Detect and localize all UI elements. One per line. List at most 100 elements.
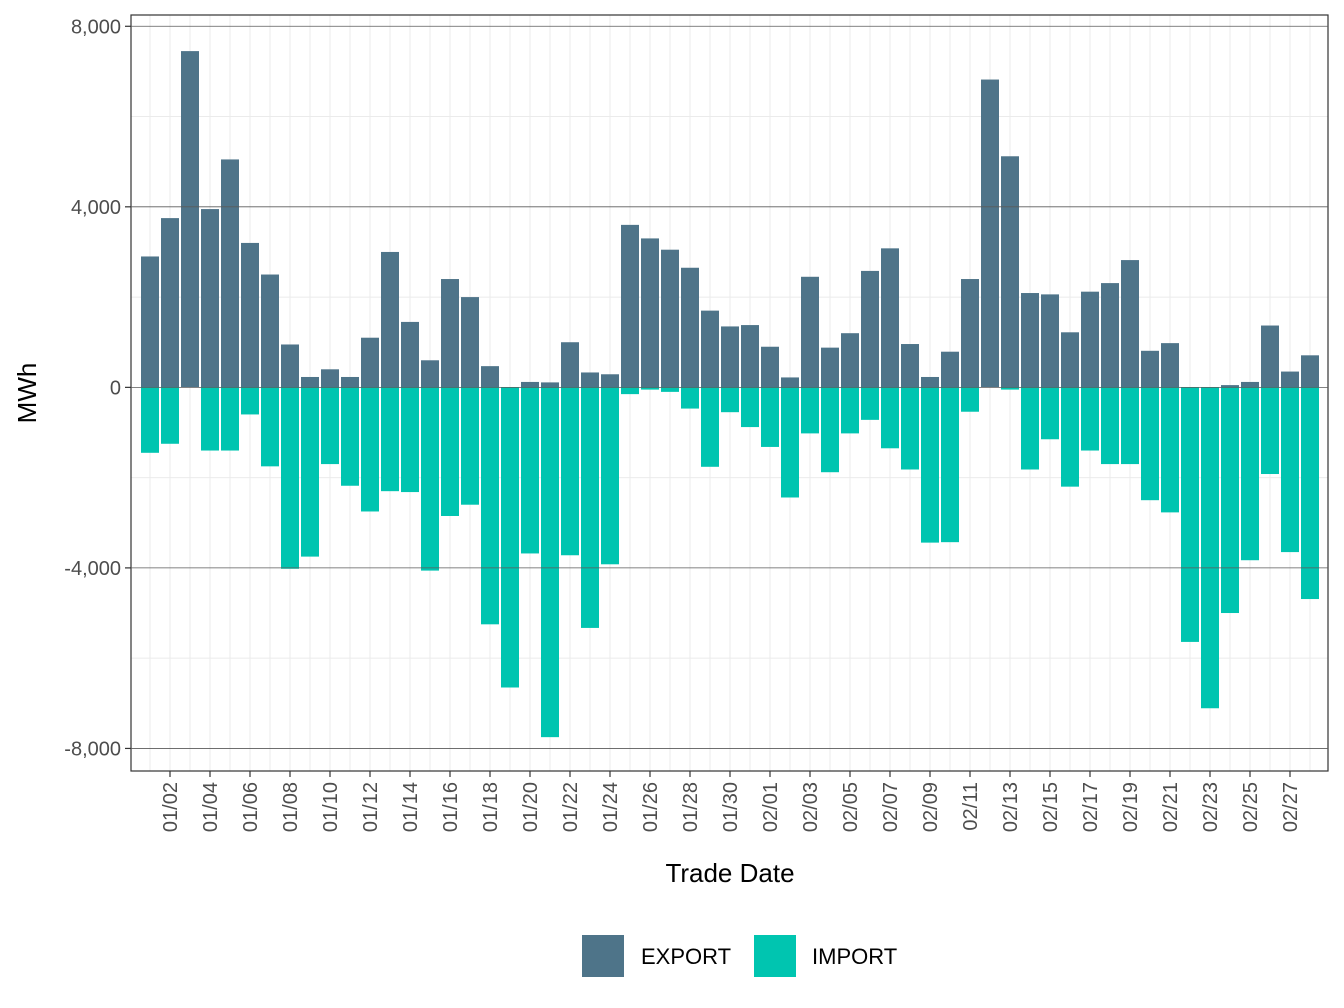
- bar-export: [661, 249, 679, 388]
- x-tick-label: 01/26: [640, 782, 662, 832]
- bar-export: [1001, 156, 1019, 388]
- x-tick-label: 01/14: [400, 782, 422, 832]
- x-tick-label: 02/25: [1240, 782, 1262, 832]
- bar-import: [701, 387, 719, 467]
- bar-import: [781, 387, 799, 498]
- x-tick-label: 02/09: [920, 782, 942, 832]
- x-tick-label: 01/24: [600, 782, 622, 832]
- bar-export: [1161, 343, 1179, 388]
- bar-import: [1181, 387, 1199, 642]
- bar-export: [641, 238, 659, 388]
- bar-import: [1021, 387, 1039, 470]
- bar-export: [1301, 355, 1319, 388]
- bar-export: [741, 325, 759, 388]
- y-tick-label: 4,000: [71, 197, 121, 219]
- bar-import: [1061, 387, 1079, 487]
- bar-import: [201, 387, 219, 451]
- bar-export: [1261, 325, 1279, 388]
- bar-export: [1241, 381, 1259, 388]
- bar-import: [841, 387, 859, 434]
- bar-export: [301, 376, 319, 388]
- bar-export: [241, 242, 259, 388]
- bar-export: [521, 381, 539, 388]
- bar-import: [801, 387, 819, 434]
- bar-export: [821, 347, 839, 388]
- bar-export: [1141, 350, 1159, 388]
- bar-import: [1281, 387, 1299, 553]
- y-axis-title: MWh: [12, 363, 42, 424]
- bar-export: [1061, 332, 1079, 388]
- bar-import: [1101, 387, 1119, 465]
- bar-import: [341, 387, 359, 486]
- bar-export: [721, 326, 739, 388]
- x-tick-label: 01/08: [280, 782, 302, 832]
- x-tick-label: 02/03: [800, 782, 822, 832]
- bar-import: [241, 387, 259, 415]
- bar-export: [581, 372, 599, 388]
- bar-export: [161, 218, 179, 388]
- x-tick-label: 01/02: [160, 782, 182, 832]
- bar-import: [741, 387, 759, 428]
- x-tick-label: 01/16: [440, 782, 462, 832]
- bar-import: [961, 387, 979, 412]
- x-tick-label: 01/12: [360, 782, 382, 832]
- bar-export: [601, 374, 619, 388]
- bar-import: [821, 387, 839, 473]
- legend-label-import: IMPORT: [812, 944, 897, 969]
- x-tick-label: 02/19: [1120, 782, 1142, 832]
- bar-import: [461, 387, 479, 505]
- bar-export: [1081, 291, 1099, 388]
- bar-import: [1221, 387, 1239, 614]
- bar-export: [201, 209, 219, 388]
- bar-import: [941, 387, 959, 543]
- x-tick-label: 02/13: [1000, 782, 1022, 832]
- bar-export: [541, 382, 559, 388]
- bar-import: [361, 387, 379, 512]
- bar-import: [321, 387, 339, 465]
- bar-import: [501, 387, 519, 688]
- bar-import: [1041, 387, 1059, 440]
- bar-import: [441, 387, 459, 516]
- bar-export: [321, 369, 339, 388]
- y-tick-label: -8,000: [64, 738, 121, 760]
- y-tick-label: -4,000: [64, 558, 121, 580]
- bar-export: [281, 344, 299, 388]
- bar-import: [581, 387, 599, 628]
- bar-export: [261, 274, 279, 388]
- bar-import: [1141, 387, 1159, 501]
- bar-import: [661, 387, 679, 392]
- bar-import: [601, 387, 619, 565]
- bars: [141, 51, 1319, 738]
- bar-import: [641, 387, 659, 390]
- bar-export: [221, 159, 239, 388]
- bar-import: [901, 387, 919, 470]
- x-tick-label: 02/15: [1040, 782, 1062, 832]
- bar-export: [461, 297, 479, 388]
- bar-export: [861, 270, 879, 388]
- bar-export: [1021, 293, 1039, 388]
- bar-import: [541, 387, 559, 738]
- bar-export: [341, 376, 359, 388]
- y-tick-label: 0: [110, 377, 121, 399]
- x-tick-label: 02/17: [1080, 782, 1102, 832]
- bar-export: [801, 276, 819, 388]
- bar-export: [1041, 294, 1059, 388]
- bar-import: [761, 387, 779, 447]
- x-tick-label: 02/11: [960, 782, 982, 831]
- bar-export: [961, 279, 979, 388]
- legend: EXPORT IMPORT: [582, 935, 897, 977]
- bar-export: [441, 279, 459, 388]
- x-tick-label: 01/04: [200, 782, 222, 832]
- x-tick-label: 01/28: [680, 782, 702, 832]
- bar-export: [881, 248, 899, 388]
- bar-import: [481, 387, 499, 625]
- bar-export: [1101, 283, 1119, 388]
- bar-import: [1081, 387, 1099, 451]
- x-tick-label: 02/07: [880, 782, 902, 832]
- bar-import: [421, 387, 439, 571]
- bar-export: [561, 342, 579, 388]
- bar-export: [381, 251, 399, 388]
- bar-import: [561, 387, 579, 556]
- bar-export: [401, 321, 419, 388]
